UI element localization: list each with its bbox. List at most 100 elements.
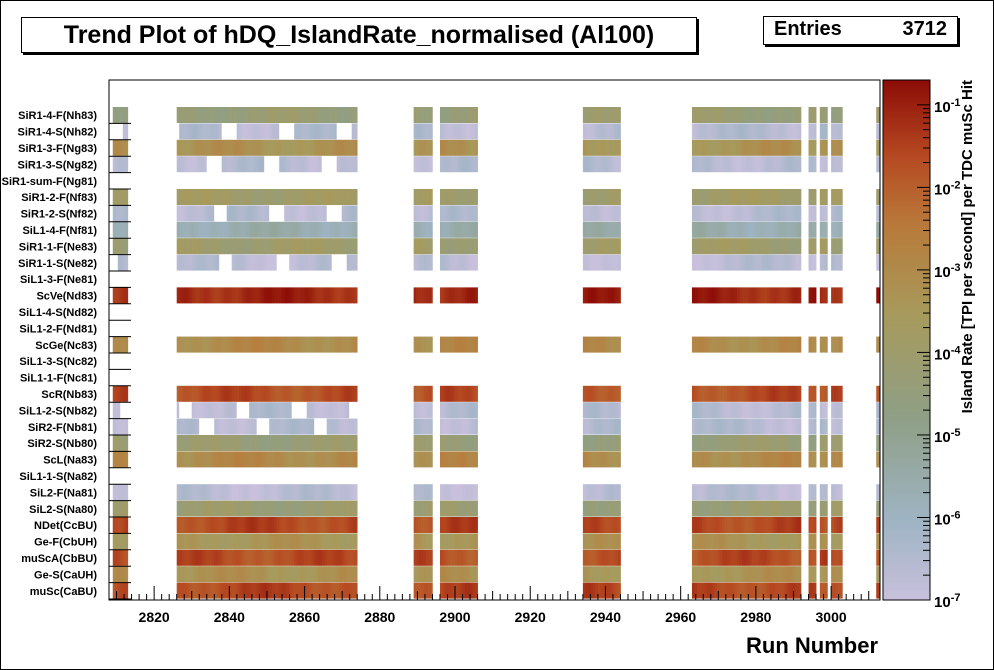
heatmap-cell: [291, 107, 295, 123]
heatmap-cell: [324, 221, 327, 238]
heatmap-cell: [261, 156, 265, 173]
heatmap-cell: [209, 418, 212, 435]
heatmap-cell: [585, 402, 589, 419]
heatmap-cell: [838, 238, 842, 255]
heatmap-cell: [716, 123, 720, 140]
heatmap-cell: [833, 582, 837, 599]
colour-bar-tick-label: 10-3: [934, 262, 960, 281]
heatmap-cell: [714, 517, 718, 533]
heatmap-cell: [246, 418, 250, 435]
heatmap-cell: [117, 582, 121, 599]
heatmap-cell: [774, 123, 778, 140]
heatmap-cell: [597, 435, 601, 451]
heatmap-cell: [454, 402, 458, 419]
heatmap-cell: [582, 517, 586, 533]
heatmap-cell: [749, 500, 753, 517]
heatmap-cell: [115, 123, 119, 140]
heatmap-cell: [734, 336, 738, 353]
heatmap-cell: [234, 435, 237, 451]
heatmap-cell: [229, 205, 232, 222]
heatmap-cell: [739, 451, 743, 468]
heatmap-cell: [771, 549, 775, 566]
heatmap-cell: [125, 435, 129, 451]
heatmap-cell: [256, 566, 260, 583]
heatmap-cell: [590, 107, 594, 123]
heatmap-cell: [811, 402, 814, 419]
heatmap-cell: [189, 500, 192, 517]
heatmap-cell: [706, 238, 710, 255]
heatmap-cell: [122, 500, 126, 517]
heatmap-cell: [597, 385, 601, 402]
heatmap-cell: [467, 385, 471, 402]
heatmap-cell: [311, 221, 315, 238]
heatmap-cell: [789, 221, 793, 238]
heatmap-cell: [264, 385, 267, 402]
heatmap-cell: [423, 238, 427, 255]
heatmap-cell: [824, 336, 828, 353]
heatmap-cell: [294, 402, 297, 419]
heatmap-cell: [261, 566, 265, 583]
heatmap-cell: [120, 435, 124, 451]
heatmap-cell: [122, 238, 126, 255]
heatmap-cell: [731, 500, 735, 517]
heatmap-cell: [769, 533, 773, 550]
heatmap-cell: [779, 418, 783, 435]
heatmap-cell: [259, 549, 262, 566]
heatmap-cell: [838, 517, 842, 533]
heatmap-cell: [736, 123, 740, 140]
y-tick-label: SiR1-1-S(Ne82): [18, 258, 97, 270]
heatmap-cell: [201, 107, 205, 123]
heatmap-cell: [764, 418, 768, 435]
heatmap-cell: [294, 254, 297, 271]
heatmap-cell: [234, 205, 237, 222]
heatmap-cell: [464, 238, 468, 255]
heatmap-cell: [199, 139, 202, 156]
heatmap-cell: [841, 156, 843, 173]
heatmap-cell: [612, 484, 616, 501]
heatmap-cell: [236, 336, 240, 353]
heatmap-cell: [744, 205, 748, 222]
heatmap-cell: [266, 402, 270, 419]
heatmap-cell: [324, 484, 327, 501]
heatmap-cell: [766, 189, 770, 205]
heatmap-cell: [841, 107, 843, 123]
heatmap-cell: [731, 582, 735, 599]
heatmap-cell: [729, 221, 733, 238]
heatmap-cell: [449, 533, 453, 550]
heatmap-cell: [467, 549, 471, 566]
heatmap-cell: [294, 549, 297, 566]
heatmap-cell: [431, 582, 433, 599]
heatmap-cell: [431, 566, 433, 583]
heatmap-cell: [349, 287, 352, 304]
heatmap-cell: [779, 107, 783, 123]
heatmap-cell: [304, 123, 307, 140]
heatmap-cell: [206, 385, 210, 402]
heatmap-cell: [734, 287, 738, 304]
heatmap-cell: [711, 123, 715, 140]
heatmap-cell: [464, 107, 468, 123]
heatmap-cell: [811, 156, 814, 173]
heatmap-cell: [316, 418, 320, 435]
heatmap-cell: [774, 287, 778, 304]
heatmap-cell: [474, 418, 478, 435]
heatmap-cell: [794, 287, 798, 304]
heatmap-cell: [824, 402, 828, 419]
heatmap-cell: [351, 205, 355, 222]
heatmap-cell: [176, 435, 180, 451]
heatmap-cell: [194, 500, 197, 517]
heatmap-cell: [794, 533, 798, 550]
heatmap-cell: [120, 484, 124, 501]
heatmap-cell: [344, 402, 347, 419]
heatmap-cell: [467, 287, 471, 304]
heatmap-cell: [219, 287, 222, 304]
heatmap-cell: [326, 221, 330, 238]
heatmap-cell: [120, 451, 124, 468]
heatmap-cell: [201, 221, 205, 238]
heatmap-cell: [734, 123, 738, 140]
heatmap-cell: [791, 107, 795, 123]
heatmap-cell: [421, 254, 424, 271]
heatmap-cell: [582, 402, 586, 419]
heatmap-cell: [291, 123, 295, 140]
heatmap-cell: [319, 533, 322, 550]
